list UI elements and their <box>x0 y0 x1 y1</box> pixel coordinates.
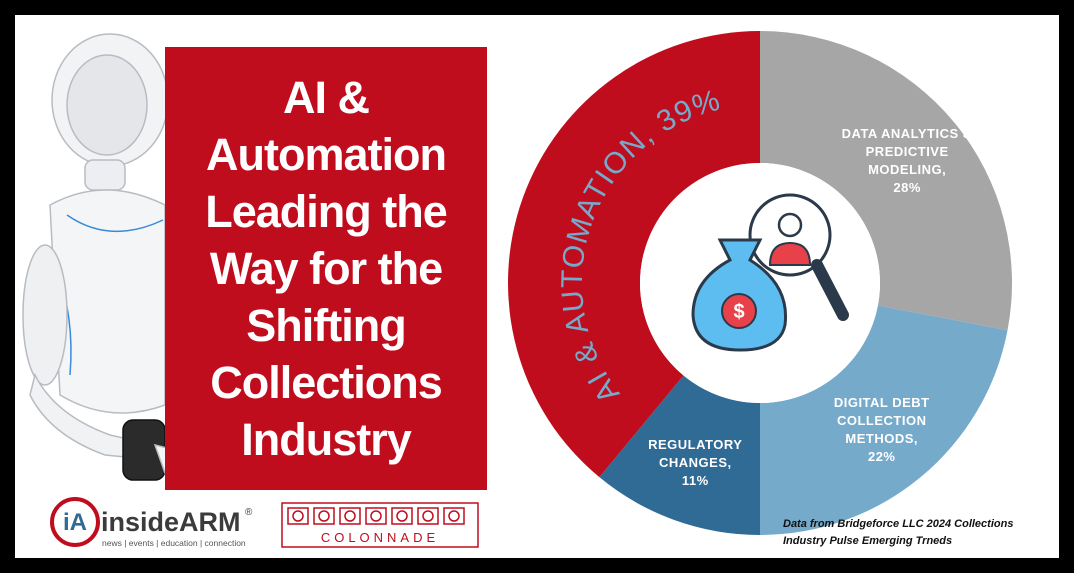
headline: AI & Automation Leading the Way for the Shif… <box>165 47 487 490</box>
donut-chart: AI & AUTOMATION,39% <box>508 31 1012 535</box>
category-label: DIGITAL DEBT COLLECTION METHODS, <box>833 395 930 447</box>
category-label: DATA ANALYTICS & PREDICTIVE MODELING, <box>841 126 973 178</box>
center-icon: $ <box>691 193 849 352</box>
source-note: Data from Bridgeforce LLC 2024 Collectio… <box>783 516 1013 550</box>
infographic: iA insideARM ® news | events | education… <box>15 15 1059 558</box>
value-label: 11% <box>681 472 709 488</box>
source-line: Data from Bridgeforce LLC 2024 Collectio… <box>783 518 1014 530</box>
pie-slice <box>760 31 1012 331</box>
segment-label: DIGITAL DEBT COLLECTION METHODS, 22% <box>812 394 952 466</box>
headline-line: AI & <box>283 72 370 123</box>
headline-line: Automation <box>206 129 447 180</box>
headline-line: Way for the <box>209 243 443 294</box>
svg-text:$: $ <box>733 301 744 323</box>
headline-line: Industry <box>241 414 412 465</box>
colonnade-logo: COLONNADE <box>281 502 479 548</box>
source-line: Industry Pulse Emerging Trneds <box>783 535 953 547</box>
pie-slice <box>508 31 760 478</box>
logo-ring <box>50 497 100 547</box>
headline-line: Leading the <box>205 186 448 237</box>
value-label: 28% <box>893 180 921 196</box>
segment-label: DATA ANALYTICS & PREDICTIVE MODELING, 28% <box>837 125 977 197</box>
colonnade-name: COLONNADE <box>321 530 439 545</box>
value-label: 22% <box>867 449 896 465</box>
insidearm-logo: iA insideARM ® news | events | education… <box>50 497 253 548</box>
headline-line: Shifting <box>246 300 406 351</box>
category-label: REGULATORY CHANGES, <box>648 436 743 470</box>
pie-slice <box>599 375 760 535</box>
logo-mark: iA <box>63 509 87 536</box>
pie-slice <box>760 305 1008 535</box>
segment-label: REGULATORY CHANGES, 11% <box>625 436 765 490</box>
artwork: iA insideARM ® news | events | education… <box>22 31 1012 548</box>
logo-name: insideARM <box>101 507 241 537</box>
headline-line: Collections <box>210 357 443 408</box>
logo-registered: ® <box>245 507 253 518</box>
logo-tagline: news | events | education | connection <box>102 538 246 548</box>
